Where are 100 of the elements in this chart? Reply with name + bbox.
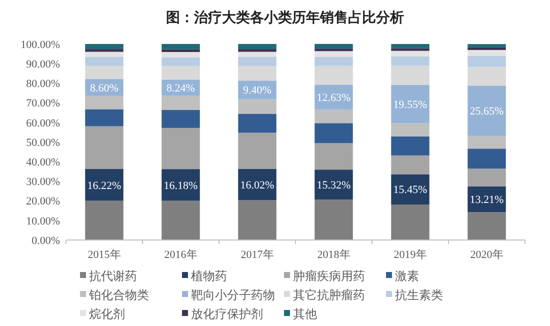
bar [391, 48, 430, 51]
bar [162, 57, 200, 66]
bar [391, 136, 430, 156]
y-tick-label: 100.00% [20, 38, 60, 51]
x-tick-label: 2017年 [240, 249, 274, 261]
bar [162, 169, 200, 201]
bar [238, 99, 276, 114]
bar [162, 96, 200, 110]
data-label: 15.32% [316, 179, 351, 192]
bar [162, 44, 200, 50]
bar [238, 200, 276, 240]
bar [391, 84, 430, 124]
bar [391, 56, 430, 66]
x-tick-label: 2018年 [317, 249, 350, 261]
bar [314, 66, 353, 85]
bar [468, 50, 506, 56]
data-label: 16.18% [164, 180, 198, 192]
bar [238, 66, 276, 81]
bar [85, 66, 124, 80]
bar [85, 169, 124, 201]
bar [85, 200, 124, 240]
bar [314, 170, 353, 200]
bar [468, 212, 506, 240]
bar [468, 47, 506, 50]
bar [162, 52, 200, 58]
bar [238, 132, 276, 169]
bar [391, 50, 430, 57]
data-label: 12.63% [316, 92, 351, 104]
bar [162, 49, 200, 52]
bar [314, 123, 353, 144]
y-tick-label: 90.00% [26, 58, 60, 70]
bar [162, 128, 200, 170]
chart-title: 图：治疗大类各小类历年销售占比分析 [166, 9, 404, 26]
bar [85, 96, 124, 110]
bar [314, 56, 353, 66]
bar [391, 44, 430, 48]
bar [391, 155, 430, 174]
bar [314, 200, 353, 240]
y-tick-label: 50.00% [26, 136, 60, 149]
bar [85, 109, 124, 126]
legend-label: 其它抗肿瘤药 [293, 288, 365, 302]
bar [162, 200, 200, 240]
x-tick-label: 2015年 [88, 249, 121, 261]
legend-label: 植物药 [191, 269, 227, 284]
legend-label: 抗生素类 [395, 288, 443, 302]
data-label: 25.65% [470, 106, 504, 118]
data-label: 16.22% [87, 180, 122, 192]
legend-label: 其他 [293, 307, 317, 322]
bar [85, 56, 124, 66]
bar [468, 148, 506, 169]
legend-label: 烷化剂 [89, 307, 125, 322]
bar [238, 49, 276, 52]
bar [468, 168, 506, 186]
y-tick-label: 70.00% [26, 98, 60, 110]
bar [85, 49, 124, 52]
legend-label: 铂化合物类 [88, 288, 149, 302]
bar [314, 109, 353, 124]
y-tick-label: 0.00% [32, 234, 60, 247]
y-tick-label: 10.00% [26, 215, 60, 228]
bar [238, 44, 276, 50]
data-label: 19.55% [393, 98, 428, 111]
bar [314, 44, 353, 49]
bar [238, 114, 276, 133]
bar [468, 56, 506, 67]
bar [391, 123, 430, 136]
y-tick-label: 30.00% [26, 176, 60, 188]
bar [314, 143, 353, 170]
bar [468, 86, 506, 136]
legend-label: 放化疗保护剂 [191, 307, 263, 322]
x-tick-label: 2016年 [164, 249, 198, 261]
y-tick-label: 80.00% [26, 78, 60, 90]
data-label: 13.21% [470, 194, 504, 206]
bar [468, 44, 506, 48]
bar [314, 48, 353, 52]
bar [162, 66, 200, 80]
bar [468, 66, 506, 86]
y-tick-label: 40.00% [26, 156, 60, 168]
data-label: 9.40% [243, 84, 272, 97]
bar [314, 84, 353, 110]
data-label: 15.45% [393, 184, 428, 196]
legend-label: 抗代谢药 [89, 269, 137, 284]
bar [314, 51, 353, 57]
bar [238, 52, 276, 57]
bar [85, 52, 124, 57]
bar [468, 136, 506, 149]
bar [238, 56, 276, 66]
bar [85, 126, 124, 170]
legend-label: 激素 [395, 269, 419, 284]
x-tick-label: 2020年 [470, 249, 504, 261]
bar [162, 110, 200, 128]
bar [391, 66, 430, 85]
legend-label: 靶向小分子药物 [191, 288, 275, 302]
data-label: 8.60% [90, 82, 118, 94]
bar [85, 44, 124, 50]
x-tick-label: 2019年 [394, 249, 427, 261]
data-label: 8.24% [166, 82, 195, 95]
legend-label: 肿瘤疾病用药 [293, 269, 365, 284]
bar [391, 204, 430, 240]
y-tick-label: 20.00% [26, 196, 60, 208]
bar [391, 174, 430, 205]
